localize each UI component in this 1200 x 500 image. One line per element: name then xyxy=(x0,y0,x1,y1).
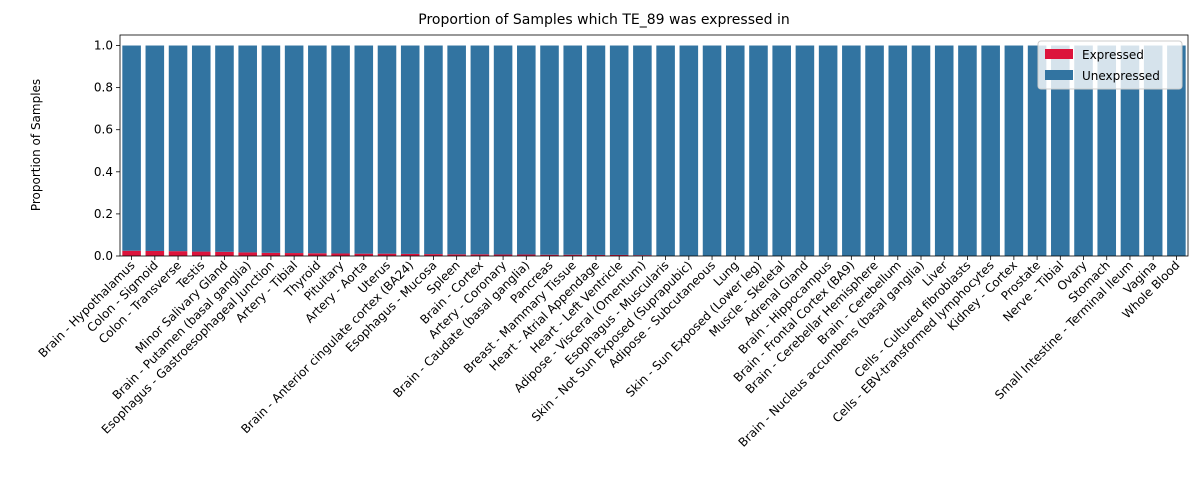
bar-expressed-18 xyxy=(540,254,559,256)
chart-title: Proportion of Samples which TE_89 was ex… xyxy=(418,12,789,28)
bar-expressed-15 xyxy=(470,254,490,256)
bar-unexpressed-32 xyxy=(865,45,884,256)
bar-expressed-6 xyxy=(261,252,281,256)
legend-swatch-unexpressed xyxy=(1045,70,1073,80)
bar-unexpressed-24 xyxy=(679,45,699,256)
bar-expressed-4 xyxy=(215,251,234,256)
bar-unexpressed-27 xyxy=(749,45,768,256)
bar-expressed-5 xyxy=(238,252,257,256)
bar-unexpressed-36 xyxy=(958,45,977,256)
y-axis-label: Proportion of Samples xyxy=(29,79,43,211)
bar-unexpressed-43 xyxy=(1120,45,1140,256)
bar-unexpressed-15 xyxy=(470,45,490,255)
y-tick-label: 0.8 xyxy=(94,81,113,95)
y-axis-ticks: 0.0 0.2 0.4 0.6 0.8 1.0 xyxy=(94,39,120,263)
bar-expressed-9 xyxy=(331,253,350,256)
bar-expressed-1 xyxy=(145,250,165,256)
bar-unexpressed-1 xyxy=(145,45,165,251)
bar-unexpressed-42 xyxy=(1097,45,1117,256)
bar-unexpressed-5 xyxy=(238,45,257,253)
bar-expressed-16 xyxy=(493,254,513,256)
bar-unexpressed-28 xyxy=(772,45,791,256)
bar-unexpressed-18 xyxy=(540,45,559,255)
bar-unexpressed-4 xyxy=(215,45,234,252)
bar-unexpressed-2 xyxy=(168,45,188,252)
bar-expressed-0 xyxy=(122,250,141,256)
bar-unexpressed-12 xyxy=(400,45,420,254)
bar-expressed-10 xyxy=(354,253,374,256)
bar-unexpressed-38 xyxy=(1004,45,1024,256)
bar-unexpressed-23 xyxy=(656,45,675,256)
bar-unexpressed-13 xyxy=(424,45,443,255)
bar-unexpressed-0 xyxy=(122,45,141,251)
bar-expressed-7 xyxy=(284,253,304,256)
legend-swatch-expressed xyxy=(1045,49,1073,59)
legend-label-unexpressed: Unexpressed xyxy=(1082,69,1160,83)
bar-unexpressed-22 xyxy=(633,45,652,256)
bar-unexpressed-10 xyxy=(354,45,374,254)
bar-unexpressed-29 xyxy=(795,45,815,256)
y-tick-label: 0.0 xyxy=(94,249,113,263)
bar-unexpressed-39 xyxy=(1027,45,1047,256)
bar-expressed-14 xyxy=(447,254,466,256)
bar-unexpressed-30 xyxy=(818,45,838,256)
bar-unexpressed-44 xyxy=(1143,45,1163,256)
bar-unexpressed-25 xyxy=(702,45,722,256)
bar-unexpressed-37 xyxy=(981,45,1000,256)
y-tick-label: 0.6 xyxy=(94,123,113,137)
bar-unexpressed-34 xyxy=(911,45,931,256)
bar-unexpressed-45 xyxy=(1167,45,1186,256)
bar-unexpressed-21 xyxy=(609,45,629,255)
bar-unexpressed-8 xyxy=(308,45,327,254)
bar-expressed-12 xyxy=(400,253,420,256)
bar-unexpressed-40 xyxy=(1051,45,1070,256)
bar-expressed-11 xyxy=(377,253,397,256)
bar-unexpressed-35 xyxy=(934,45,954,256)
bar-unexpressed-33 xyxy=(888,45,908,256)
bar-unexpressed-17 xyxy=(517,45,536,255)
bar-unexpressed-3 xyxy=(191,45,211,252)
bar-expressed-3 xyxy=(191,251,211,256)
bar-unexpressed-41 xyxy=(1074,45,1093,256)
bar-expressed-17 xyxy=(517,254,536,256)
bar-unexpressed-7 xyxy=(284,45,304,254)
bar-expressed-21 xyxy=(609,254,629,256)
bar-unexpressed-26 xyxy=(725,45,745,256)
legend-frame xyxy=(1037,40,1183,90)
bar-unexpressed-31 xyxy=(842,45,861,256)
bar-unexpressed-9 xyxy=(331,45,350,254)
bar-expressed-13 xyxy=(424,254,443,256)
bars-group xyxy=(122,45,1186,256)
y-tick-label: 0.2 xyxy=(94,207,113,221)
plot-frame xyxy=(119,34,1189,257)
y-tick-label: 0.4 xyxy=(94,165,113,179)
bar-expressed-22 xyxy=(633,255,652,256)
bar-unexpressed-16 xyxy=(493,45,513,255)
bar-expressed-2 xyxy=(168,251,188,256)
bar-unexpressed-20 xyxy=(586,45,606,255)
bar-expressed-19 xyxy=(563,254,583,256)
bar-unexpressed-19 xyxy=(563,45,583,255)
bar-unexpressed-14 xyxy=(447,45,466,255)
y-tick-label: 1.0 xyxy=(94,39,113,53)
legend: Expressed Unexpressed xyxy=(1037,40,1183,90)
bar-unexpressed-11 xyxy=(377,45,397,254)
bar-unexpressed-6 xyxy=(261,45,281,253)
bar-expressed-20 xyxy=(586,254,606,256)
legend-label-expressed: Expressed xyxy=(1082,48,1144,62)
bar-expressed-8 xyxy=(308,253,327,256)
